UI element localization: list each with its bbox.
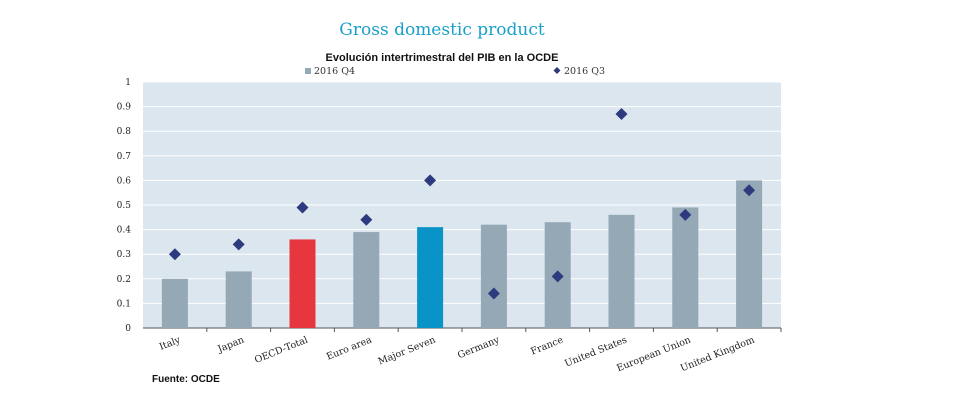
q3-marker	[360, 213, 373, 226]
y-tick-label: 0	[125, 324, 131, 334]
category-label: Italy	[158, 334, 183, 353]
bar	[736, 180, 763, 328]
y-tick-label: 0.9	[117, 103, 132, 113]
y-tick-label: 0.2	[117, 275, 131, 285]
bar	[225, 271, 252, 328]
q3-marker	[551, 270, 564, 283]
bar	[480, 224, 507, 328]
q3-marker	[487, 287, 500, 300]
category-label: Japan	[215, 335, 245, 356]
source-note: Fuente: OCDE	[152, 374, 220, 385]
category-label: France	[529, 334, 565, 357]
q3-marker	[743, 184, 756, 197]
legend-label-q4: 2016 Q4	[314, 66, 355, 77]
y-tick-label: 0.1	[117, 299, 131, 309]
bar	[417, 227, 444, 328]
bar	[289, 239, 316, 328]
category-label: Germany	[456, 334, 501, 361]
legend-marker-q3	[553, 67, 561, 74]
category-label: OECD-Total	[253, 335, 310, 366]
q3-marker	[679, 208, 692, 221]
q3-marker	[615, 107, 628, 120]
bar	[353, 232, 380, 328]
y-tick-label: 0.7	[117, 152, 132, 162]
y-tick-label: 0.3	[117, 250, 132, 260]
bar	[608, 214, 635, 328]
legend-label-q3: 2016 Q3	[564, 66, 605, 77]
q3-marker	[168, 248, 181, 261]
q3-marker	[232, 238, 245, 251]
chart-title: Gross domestic product	[339, 20, 545, 40]
y-tick-label: 0.8	[117, 127, 132, 137]
legend-swatch-q4	[305, 68, 311, 74]
bar	[672, 207, 699, 328]
category-label: Major Seven	[377, 335, 438, 368]
y-tick-label: 0.5	[117, 201, 132, 211]
chart-subtitle: Evolución intertrimestral del PIB en la …	[325, 52, 559, 64]
q3-marker	[424, 174, 437, 187]
y-tick-label: 0.6	[117, 176, 132, 186]
q3-marker	[296, 201, 309, 214]
bar	[161, 278, 188, 328]
y-tick-label: 0.4	[117, 226, 132, 236]
category-label: Euro area	[325, 334, 374, 362]
y-tick-label: 1	[125, 78, 131, 88]
